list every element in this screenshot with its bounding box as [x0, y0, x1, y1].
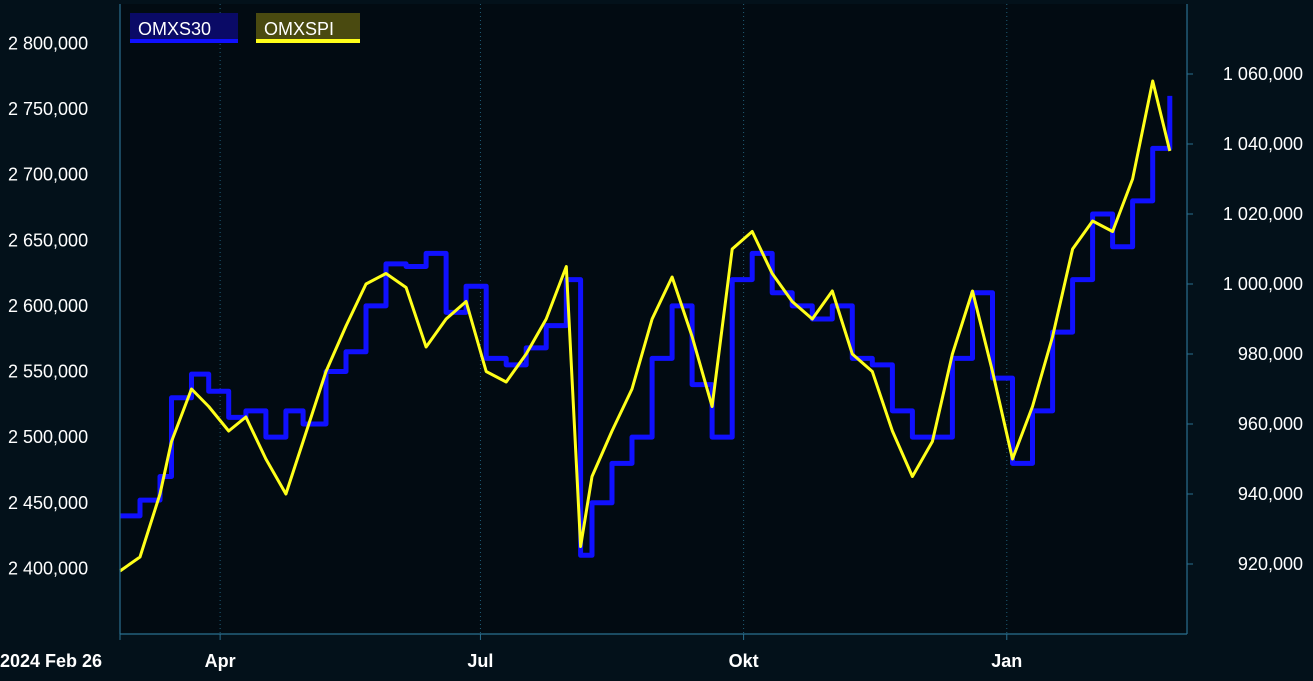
legend-underline: [256, 39, 360, 43]
y-left-tick-label: 2 700,000: [8, 165, 88, 185]
x-tick-label: 2024 Feb 26: [0, 651, 102, 671]
legend-label: OMXS30: [138, 19, 211, 39]
y-left-tick-label: 2 450,000: [8, 493, 88, 513]
x-tick-label: Apr: [205, 651, 236, 671]
y-right-tick-label: 980,000: [1238, 344, 1303, 364]
y-right-tick-label: 940,000: [1238, 484, 1303, 504]
y-right-tick-label: 920,000: [1238, 554, 1303, 574]
legend-item-omxspi[interactable]: OMXSPI: [256, 13, 360, 43]
legend-label: OMXSPI: [264, 19, 334, 39]
y-left-tick-label: 2 800,000: [8, 33, 88, 53]
y-left-tick-label: 2 500,000: [8, 427, 88, 447]
y-right-tick-label: 1 060,000: [1223, 64, 1303, 84]
y-right-tick-label: 1 040,000: [1223, 134, 1303, 154]
grid-layer: [219, 4, 1008, 634]
x-tick-label: Jul: [467, 651, 493, 671]
axis-layer: 2024 Feb 26 Apr Jul Okt Jan 2 400,000 2 450,00…: [0, 33, 1303, 671]
y-left-tick-label: 2 650,000: [8, 230, 88, 250]
x-tick-label: Jan: [991, 651, 1022, 671]
series-line-omxspi: [119, 79, 1172, 573]
y-right-tick-label: 960,000: [1238, 414, 1303, 434]
y-left-tick-label: 2 400,000: [8, 558, 88, 578]
y-left-tick-label: 2 750,000: [8, 99, 88, 119]
y-right-tick-label: 1 000,000: [1223, 274, 1303, 294]
legend-underline: [130, 39, 238, 43]
y-right-tick-label: 1 020,000: [1223, 204, 1303, 224]
legend-swatch: [256, 13, 360, 41]
series-line-omxs30: [120, 95, 1173, 558]
y-left-tick-label: 2 600,000: [8, 296, 88, 316]
y-left-tick-label: 2 550,000: [8, 362, 88, 382]
series-layer: [119, 79, 1173, 573]
legend-swatch: [130, 13, 238, 41]
legend: OMXS30 OMXSPI: [130, 13, 360, 43]
legend-item-omxs30[interactable]: OMXS30: [130, 13, 238, 43]
x-tick-label: Okt: [729, 651, 759, 671]
